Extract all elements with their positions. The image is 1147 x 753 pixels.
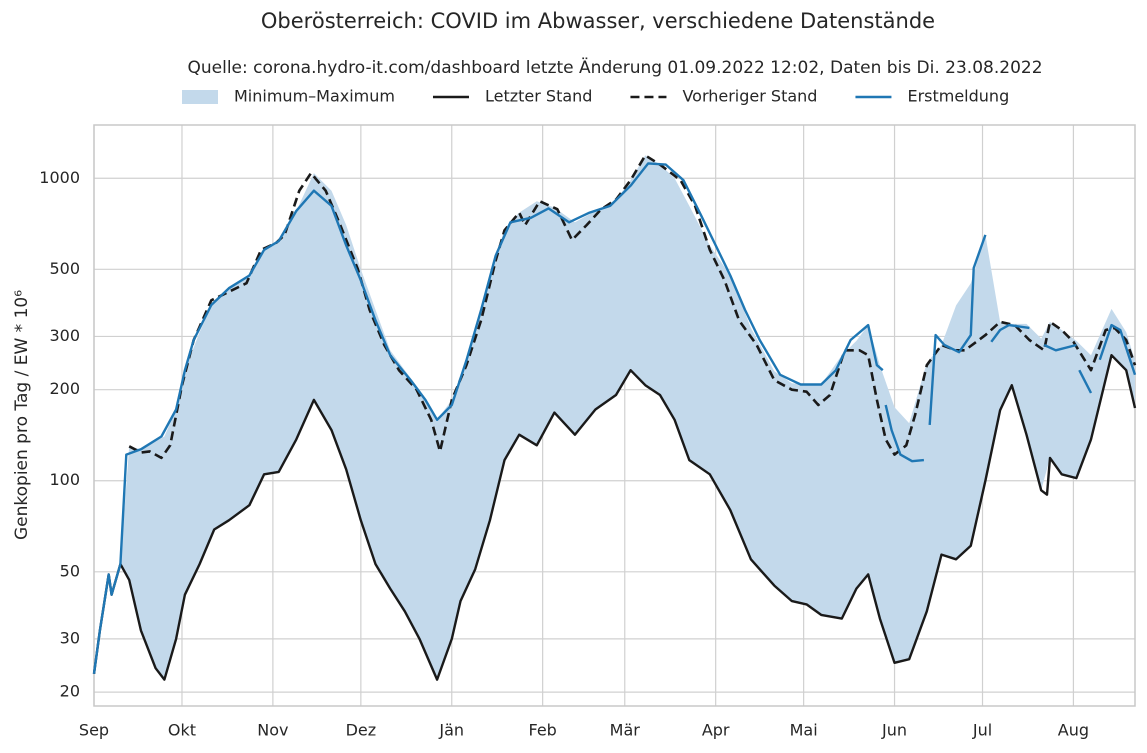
legend-label: Vorheriger Stand [682,87,817,106]
line [990,323,1030,343]
y-tick-label: 500 [49,259,80,278]
line [884,404,925,463]
legend-swatch [182,90,218,104]
x-tick-label: Mär [610,721,641,740]
y-tick-label: 30 [60,628,80,647]
x-tick-label: Feb [528,721,556,740]
x-tick-label: Apr [702,721,730,740]
legend-label: Erstmeldung [907,87,1009,106]
x-tick-label: Sep [79,721,109,740]
line [1078,369,1093,394]
x-tick-label: Dez [346,721,377,740]
x-tick-label: Nov [257,721,288,740]
line [128,154,1137,460]
y-tick-label: 1000 [39,168,80,187]
band-area [94,155,1135,680]
plot-frame [93,124,1136,707]
x-tick-label: Jul [972,721,992,740]
line [1098,323,1137,376]
x-tick-label: Okt [168,721,196,740]
x-tick-label: Jun [881,721,907,740]
y-tick-label: 200 [49,379,80,398]
legend-label: Letzter Stand [485,87,592,106]
line [92,162,884,674]
y-tick-label: 50 [60,561,80,580]
x-tick-label: Mai [790,721,818,740]
legend-label: Minimum–Maximum [234,87,395,106]
y-tick-label: 20 [60,682,80,701]
line [92,354,1137,681]
y-tick-label: 100 [49,470,80,489]
chart-title: Oberösterreich: COVID im Abwasser, versc… [261,9,935,33]
x-tick-label: Aug [1058,721,1089,740]
chart-subtitle: Quelle: corona.hydro-it.com/dashboard le… [187,57,1042,78]
y-tick-label: 300 [49,326,80,345]
y-axis-label: Genkopien pro Tag / EW * 10⁶ [12,290,32,540]
line [928,234,987,425]
x-tick-label: Jän [438,721,464,740]
line [1043,343,1077,352]
